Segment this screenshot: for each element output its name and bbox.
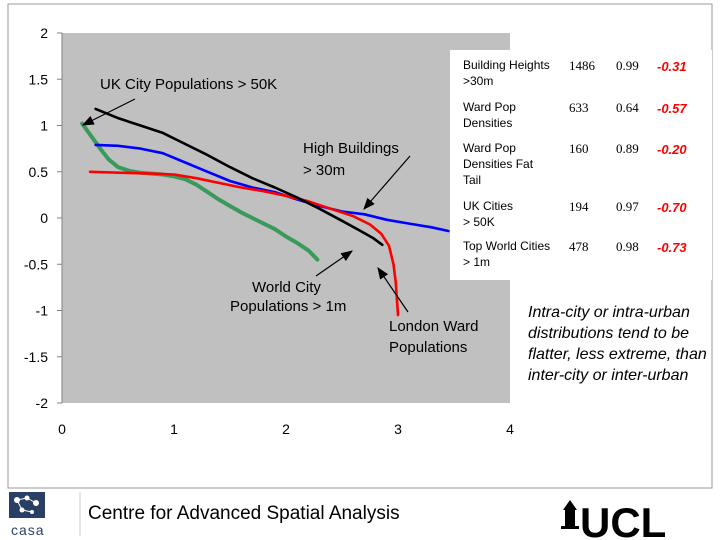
table-row-exponent: -0.57 — [657, 101, 687, 116]
table-row-exponent: -0.70 — [657, 200, 687, 215]
table-row-r2: 0.97 — [616, 199, 639, 214]
table-row-label: UK Cities — [463, 199, 513, 213]
table-row-label: Densities — [463, 116, 512, 130]
annotation-london-ward-line2: Populations — [389, 339, 467, 356]
annotation-world-city-line2: Populations > 1m — [230, 298, 346, 315]
x-tick-label: 3 — [394, 421, 402, 437]
ucl-logo-icon: UCL — [561, 499, 666, 540]
annotation-high-buildings-line2: > 30m — [303, 162, 345, 179]
annotation-uk-city: UK City Populations > 50K — [100, 76, 277, 93]
table-row-label: Tail — [463, 173, 481, 187]
table-row-exponent: -0.20 — [657, 142, 687, 157]
table-row-exponent: -0.31 — [657, 59, 687, 74]
arrow-world-city — [315, 250, 353, 277]
x-tick-label: 1 — [170, 421, 178, 437]
table-row-count: 160 — [569, 141, 589, 156]
annotation-world-city-line1: World City — [252, 279, 321, 296]
table-row-label: Ward Pop — [463, 141, 516, 155]
x-tick-label: 0 — [58, 421, 66, 437]
ucl-logo-text: UCL — [580, 499, 666, 540]
y-tick-label: 0 — [40, 210, 48, 226]
x-tick-label: 4 — [506, 421, 514, 437]
table-row-count: 1486 — [569, 58, 596, 73]
series-line-1 — [94, 143, 450, 233]
series-line-3 — [94, 107, 384, 247]
y-tick-label: -1 — [36, 303, 49, 319]
table-row-label: Densities Fat — [463, 157, 534, 171]
annotation-high-buildings-line1: High Buildings — [303, 140, 399, 157]
table-row-label: > 50K — [463, 215, 495, 229]
table-background — [450, 50, 712, 280]
table-row-count: 478 — [569, 239, 589, 254]
y-tick-label: -0.5 — [24, 256, 48, 272]
table-row-label: >30m — [463, 74, 493, 88]
note-text: Intra-city or intra-urban distributions … — [528, 304, 707, 384]
table-row-count: 633 — [569, 100, 589, 115]
arrow-uk-city — [81, 98, 136, 126]
table-row-label: > 1m — [463, 255, 490, 269]
y-tick-label: 0.5 — [29, 164, 49, 180]
table-row-label: Ward Pop — [463, 100, 516, 114]
plot-area — [62, 33, 510, 403]
x-axis-ticks: 0 1 2 3 4 — [58, 421, 514, 437]
arrow-high-buildings — [363, 155, 411, 210]
x-tick-label: 2 — [282, 421, 290, 437]
table-row-count: 194 — [569, 199, 589, 214]
data-table: Building Heights >30m 1486 0.99 -0.31 Ward Po… — [463, 58, 687, 269]
annotation-london-ward-line1: London Ward — [389, 318, 479, 335]
casa-logo-icon: casa — [9, 492, 45, 538]
y-tick-label: 1.5 — [29, 71, 49, 87]
arrow-london-ward — [377, 267, 409, 313]
table-row-r2: 0.64 — [616, 100, 639, 115]
y-tick-label: 1 — [40, 118, 48, 134]
footer-bar — [0, 490, 720, 540]
series-group — [80, 107, 450, 317]
casa-logo-text: casa — [11, 522, 45, 538]
table-row-r2: 0.98 — [616, 239, 639, 254]
series-line-0 — [80, 121, 320, 262]
y-tick-label: 2 — [40, 25, 48, 41]
table-row-r2: 0.89 — [616, 141, 639, 156]
y-tick-label: -2 — [36, 395, 49, 411]
y-axis-ticks: 2 1.5 1 0.5 0 -0.5 -1 -1.5 -2 — [24, 25, 62, 411]
table-row-label: Building Heights — [463, 58, 550, 72]
table-row-r2: 0.99 — [616, 58, 639, 73]
footer-title: Centre for Advanced Spatial Analysis — [88, 503, 400, 524]
y-tick-label: -1.5 — [24, 349, 48, 365]
table-row-label: Top World Cities — [463, 239, 550, 253]
table-row-exponent: -0.73 — [657, 240, 687, 255]
